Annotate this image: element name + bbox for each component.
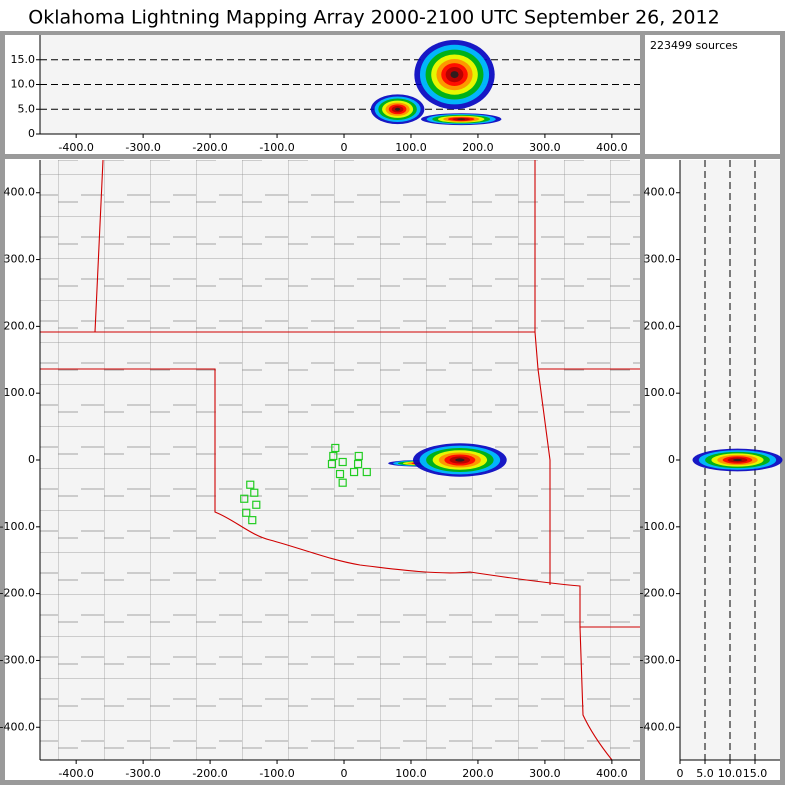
station (240, 494, 249, 503)
x-tick-label: 5.0 (696, 767, 714, 780)
y-tick-label: 100.0 (644, 386, 676, 399)
y-tick-label: 0 (28, 127, 35, 140)
x-tick-label: -200.0 (192, 767, 227, 780)
source-density (733, 458, 742, 462)
y-tick-label: 5.0 (18, 102, 36, 115)
y-tick-label: -200.0 (640, 587, 675, 600)
y-tick-label: -300.0 (0, 653, 35, 666)
chart-title: Oklahoma Lightning Mapping Array 2000-21… (28, 7, 719, 29)
state-borders (40, 160, 640, 760)
y-tick-label: -200.0 (0, 587, 35, 600)
station (362, 467, 371, 477)
y-tick-label: -100.0 (0, 520, 35, 533)
station (329, 451, 338, 461)
source-density (450, 71, 459, 79)
y-tick-label: 200.0 (644, 319, 676, 332)
station (349, 467, 359, 477)
station (248, 516, 257, 525)
x-tick-label: 0 (341, 767, 348, 780)
station (252, 500, 261, 509)
x-tick-label: 0 (341, 141, 348, 154)
y-tick-label: 400.0 (4, 186, 36, 199)
station (353, 459, 363, 469)
county-lines (40, 160, 640, 760)
station (331, 443, 340, 453)
station (338, 478, 347, 487)
x-tick-label: 15.0 (743, 767, 768, 780)
y-tick-label: -100.0 (640, 520, 675, 533)
x-tick-label: -100.0 (259, 767, 294, 780)
source-count: 223499 sources (650, 39, 738, 52)
panel-layer (40, 39, 640, 126)
x-tick-label: 300.0 (529, 767, 561, 780)
station (327, 459, 337, 469)
source-density (455, 458, 465, 462)
x-tick-label: 0 (677, 767, 684, 780)
x-tick-label: 100.0 (395, 141, 427, 154)
y-tick-label: -400.0 (640, 720, 675, 733)
y-tick-label: 0 (28, 453, 35, 466)
y-tick-label: 0 (668, 453, 675, 466)
y-tick-label: 300.0 (644, 253, 676, 266)
x-tick-label: -400.0 (58, 767, 93, 780)
x-tick-label: 200.0 (462, 767, 494, 780)
y-tick-label: -300.0 (640, 653, 675, 666)
panel-info (645, 35, 780, 154)
county-map (40, 160, 640, 760)
station (242, 508, 251, 517)
source-density (457, 118, 466, 120)
x-tick-label: -400.0 (58, 141, 93, 154)
y-tick-label: -400.0 (0, 720, 35, 733)
axes-layer: -400.0 -300.0 -200.0 -100.0 0 100.0 200.0 300.0… (0, 35, 780, 780)
title-band (0, 0, 785, 31)
y-tick-label: 100.0 (4, 386, 36, 399)
x-tick-label: 10.0 (718, 767, 743, 780)
x-tick-label: -200.0 (192, 141, 227, 154)
y-tick-label: 200.0 (4, 319, 36, 332)
x-tick-label: 400.0 (596, 767, 628, 780)
x-tick-label: 100.0 (395, 767, 427, 780)
station (246, 480, 255, 489)
station (335, 469, 345, 479)
panel-layer (240, 443, 507, 525)
y-tick-label: 400.0 (644, 186, 676, 199)
station (338, 457, 347, 467)
x-tick-label: -300.0 (125, 141, 160, 154)
y-tick-label: 10.0 (11, 78, 36, 91)
x-tick-label: 200.0 (462, 141, 494, 154)
station (250, 488, 259, 497)
station (354, 451, 363, 461)
x-tick-label: 300.0 (529, 141, 561, 154)
x-tick-label: 400.0 (596, 141, 628, 154)
x-tick-label: -300.0 (125, 767, 160, 780)
panel-layer (692, 160, 783, 760)
y-tick-label: 15.0 (11, 53, 36, 66)
x-tick-label: -100.0 (259, 141, 294, 154)
source-density (394, 107, 401, 111)
y-tick-label: 300.0 (4, 253, 36, 266)
